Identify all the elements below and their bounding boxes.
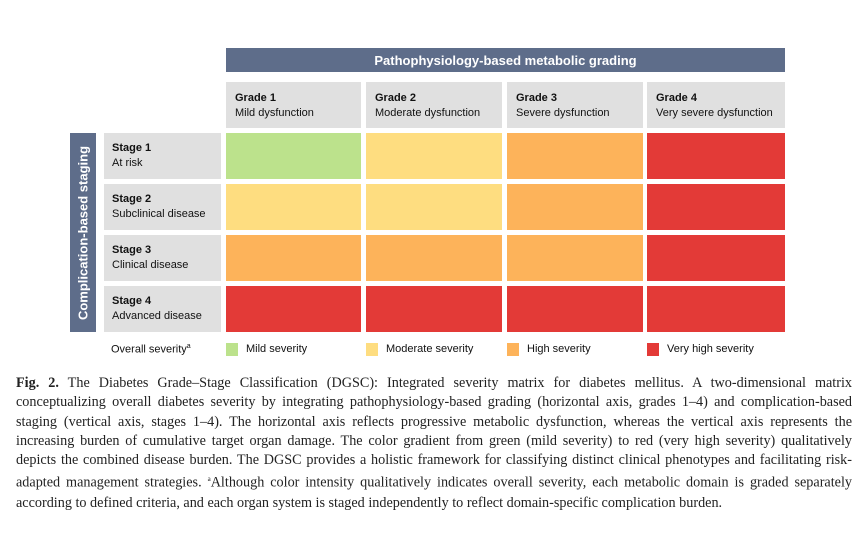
grade-description: Very severe dysfunction [656, 107, 773, 119]
severity-cell-very-high [647, 184, 785, 230]
staging-axis-title: Complication-based staging [75, 145, 91, 320]
stage-header: Stage 3 Clinical disease [104, 235, 221, 281]
legend-swatch [647, 343, 659, 356]
stage-header: Stage 2 Subclinical disease [104, 184, 221, 230]
grade-header: Grade 2 Moderate dysfunction [366, 82, 502, 128]
severity-cell-very-high [366, 286, 502, 332]
legend-label: High severity [527, 343, 591, 355]
severity-cell-very-high [647, 235, 785, 281]
stage-label: Stage 4 [112, 295, 152, 307]
legend-label: Moderate severity [386, 343, 474, 355]
grading-axis-header: Pathophysiology-based metabolic grading [226, 48, 785, 72]
severity-cell-high [226, 235, 361, 281]
stage-description: Advanced disease [112, 310, 202, 322]
legend-label: Mild severity [246, 343, 308, 355]
grade-header: Grade 1 Mild dysfunction [226, 82, 361, 128]
stage-description: Clinical disease [112, 259, 189, 271]
stage-header: Stage 1 At risk [104, 133, 221, 179]
stage-label: Stage 2 [112, 193, 152, 205]
stage-label: Stage 1 [112, 142, 152, 154]
grade-header: Grade 4 Very severe dysfunction [647, 82, 785, 128]
caption-footnote: Although color intensity qualitatively i… [16, 475, 852, 511]
legend-swatch [507, 343, 519, 356]
severity-cell-high [507, 133, 643, 179]
grade-label: Grade 3 [516, 92, 557, 104]
severity-cell-mild [226, 133, 361, 179]
severity-cell-very-high [507, 286, 643, 332]
grade-description: Severe dysfunction [516, 107, 610, 119]
caption-text: The Diabetes Grade–Stage Classification … [16, 375, 852, 492]
grade-header: Grade 3 Severe dysfunction [507, 82, 643, 128]
severity-cell-high [366, 235, 502, 281]
grade-description: Mild dysfunction [235, 107, 314, 119]
severity-cell-moderate [366, 133, 502, 179]
severity-cell-very-high [226, 286, 361, 332]
grade-label: Grade 1 [235, 92, 276, 104]
grade-label: Grade 4 [656, 92, 697, 104]
severity-cell-moderate [226, 184, 361, 230]
severity-cell-high [507, 184, 643, 230]
grade-label: Grade 2 [375, 92, 416, 104]
severity-cell-moderate [366, 184, 502, 230]
stage-label: Stage 3 [112, 244, 152, 256]
legend-swatch [366, 343, 378, 356]
grading-axis-title: Pathophysiology-based metabolic grading [374, 52, 637, 68]
grade-description: Moderate dysfunction [375, 107, 481, 119]
stage-header: Stage 4 Advanced disease [104, 286, 221, 332]
severity-cell-very-high [647, 286, 785, 332]
figure-caption: Fig. 2. The Diabetes Grade–Stage Classif… [16, 375, 852, 511]
caption-label: Fig. 2. [16, 375, 59, 391]
legend-swatch [226, 343, 238, 356]
severity-cell-high [507, 235, 643, 281]
staging-axis-header: Complication-based staging [70, 133, 96, 332]
legend-label: Very high severity [667, 343, 754, 355]
legend-title: Overall severitya [111, 343, 191, 356]
severity-cell-very-high [647, 133, 785, 179]
stage-description: At risk [112, 157, 143, 169]
stage-description: Subclinical disease [112, 208, 206, 220]
